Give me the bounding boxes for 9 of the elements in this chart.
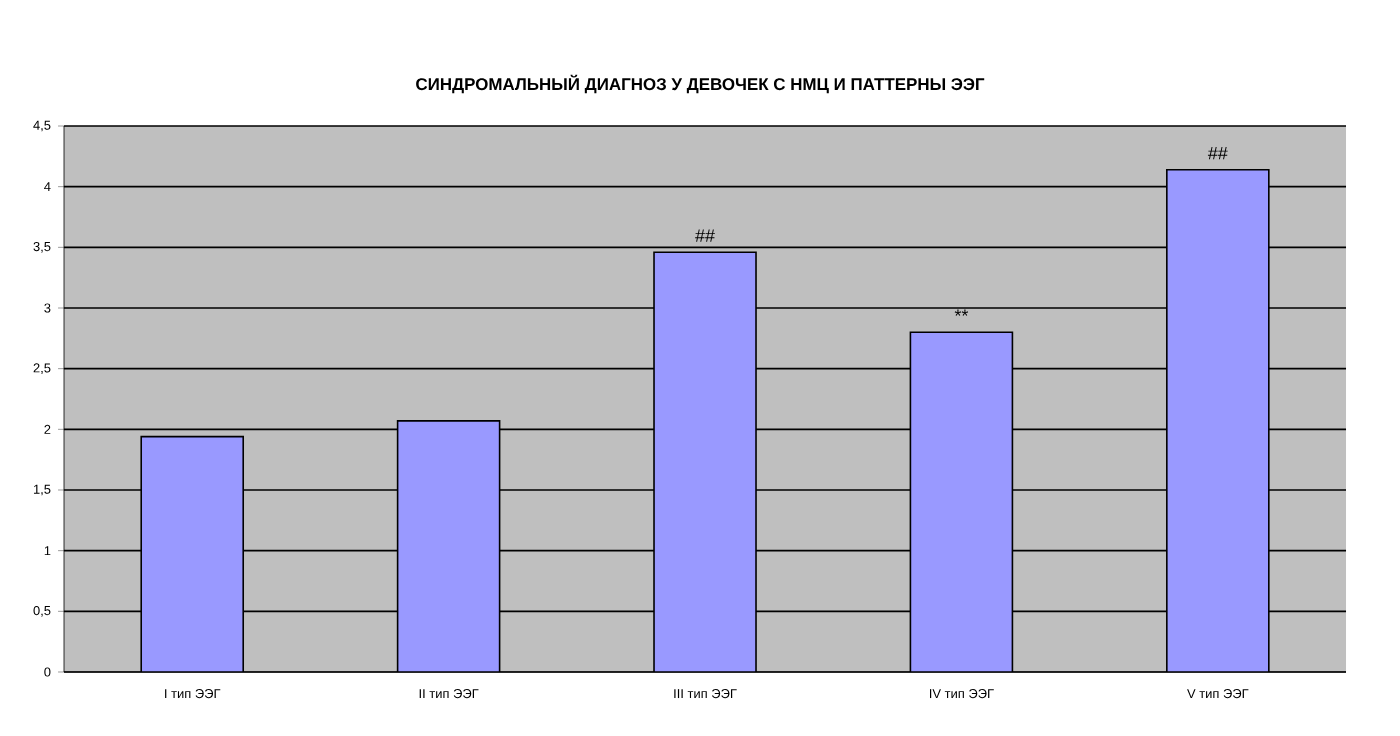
bar [909, 331, 1014, 672]
annotation: ## [695, 229, 715, 242]
annotation: ** [954, 309, 969, 316]
annotation: ## [1207, 147, 1228, 160]
bar [1166, 168, 1270, 672]
chart-title: СИНДРОМАЛЬНЫЙ ДИАГНОЗ У ДЕВОЧЕК С НМЦ И ПАТТЕРНЫ ЭЭГ [416, 74, 985, 94]
bar [653, 251, 757, 672]
bar [396, 420, 501, 672]
bar [140, 435, 245, 672]
